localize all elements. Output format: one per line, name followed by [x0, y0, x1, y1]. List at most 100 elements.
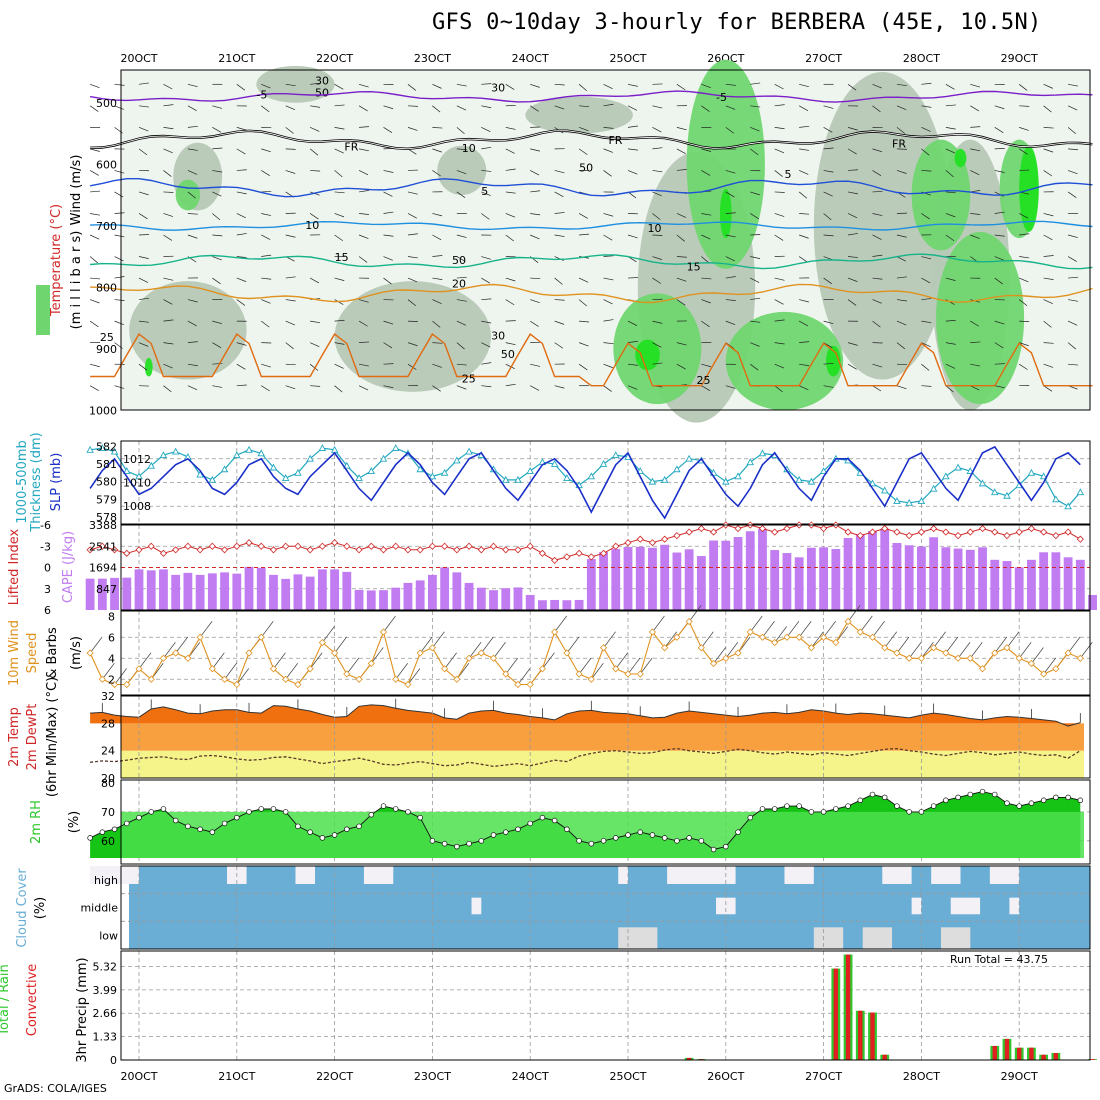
wind-barb — [481, 298, 492, 300]
precip-convective-bar — [1029, 1047, 1034, 1060]
axis-label-wind-units: (m/s) — [69, 636, 84, 670]
wind-barb — [774, 170, 783, 177]
wind-barb-10m — [199, 621, 213, 638]
x-tick-label-top: 27OCT — [805, 52, 842, 65]
wind-barb — [236, 169, 247, 171]
lifted-index-point — [551, 556, 559, 564]
rh-point — [515, 826, 521, 832]
thickness-point — [428, 472, 437, 480]
thickness-tick-label: 581 — [96, 458, 117, 471]
wind-barb — [407, 342, 418, 347]
wind-barb — [90, 190, 101, 193]
wind-barb — [994, 385, 1005, 389]
wind-barb — [309, 213, 319, 220]
wind-barb — [627, 277, 639, 279]
thickness-point — [1076, 488, 1085, 496]
cape-bar — [501, 588, 511, 610]
wind-barb — [432, 234, 442, 241]
rh-point — [539, 814, 546, 821]
wind-speed-point — [746, 628, 754, 636]
wind-speed-point — [868, 633, 877, 641]
cape-bar — [269, 574, 278, 610]
wind-barb — [310, 385, 321, 387]
wind-barb — [994, 105, 1005, 110]
rh-point — [1028, 800, 1035, 806]
li-tick-label: 3 — [44, 583, 51, 596]
cape-bar — [635, 546, 645, 610]
lifted-index-point — [306, 546, 314, 554]
wind-barb — [163, 234, 173, 241]
wind-barb — [310, 82, 321, 85]
wind-barb-10m — [419, 636, 433, 654]
rh-point — [417, 814, 423, 821]
lifted-index-point — [575, 549, 583, 557]
wind-barb — [187, 83, 198, 88]
lifted-index-point — [257, 542, 265, 550]
wind-barb — [505, 299, 515, 306]
wind-barb-10m — [236, 668, 250, 685]
wind-barb — [236, 213, 246, 219]
wind-barb — [579, 320, 590, 323]
wind-barb — [334, 127, 345, 130]
wind-barb — [921, 170, 932, 172]
rh-point — [759, 806, 766, 812]
wind-barb — [481, 342, 491, 348]
cape-bar — [733, 536, 743, 610]
wind-speed-point — [624, 670, 632, 678]
wind-barb — [1043, 277, 1054, 280]
precip-tick-label: 2.66 — [93, 1007, 118, 1020]
wind-barb — [309, 363, 319, 371]
precip-convective-bar — [870, 1012, 875, 1060]
thickness-point — [318, 444, 327, 452]
precip-convective-bar — [1090, 1059, 1095, 1060]
cape-bar — [391, 587, 401, 610]
cloud-low-patch — [940, 927, 971, 949]
wind-barb — [652, 320, 663, 324]
wind-barb — [432, 363, 442, 368]
rh-point — [698, 838, 705, 844]
wind-barb — [138, 256, 149, 259]
rh-point — [368, 812, 375, 818]
wind-barb — [603, 363, 614, 369]
rh-point — [454, 843, 460, 850]
cape-bar — [660, 544, 670, 610]
cape-bar — [1088, 594, 1097, 610]
dewpoint-line — [90, 747, 1081, 768]
x-tick-label-top: 23OCT — [414, 52, 451, 65]
lifted-index-line — [89, 524, 1081, 561]
thickness-point — [98, 444, 107, 452]
cape-bar — [97, 578, 107, 610]
wind-barb — [774, 319, 785, 322]
rh-line — [89, 791, 1081, 850]
isotherm-25 — [90, 333, 1093, 387]
wind-barb — [285, 320, 296, 326]
rh-point — [991, 791, 998, 798]
thickness-point — [501, 475, 510, 483]
wind-barb — [138, 320, 149, 323]
wind-barb — [163, 363, 173, 369]
wind-barb — [921, 298, 932, 300]
thickness-point — [171, 447, 180, 455]
wind-barb — [896, 170, 907, 174]
cape-bar — [122, 577, 132, 610]
wind-barb — [90, 277, 101, 280]
wind-speed-point — [575, 670, 583, 678]
wind-barb — [481, 146, 492, 150]
wind-barb — [872, 213, 883, 216]
cape-bar — [562, 600, 572, 610]
cape-bar — [195, 574, 205, 610]
lifted-index-point — [159, 549, 168, 557]
cape-bar — [550, 599, 560, 610]
thickness-point — [734, 472, 742, 480]
lifted-index-point — [367, 542, 375, 550]
rh-point — [686, 835, 692, 841]
wind-barb — [505, 127, 516, 130]
wind-barb — [701, 320, 710, 328]
wind-barb — [90, 148, 100, 152]
wind-barb — [725, 127, 735, 134]
wind-barb — [1068, 83, 1079, 87]
wind-barb — [603, 342, 614, 345]
wind-barb — [163, 191, 174, 193]
wind-barb-10m — [285, 663, 298, 680]
cloud-level-label: low — [99, 929, 118, 942]
